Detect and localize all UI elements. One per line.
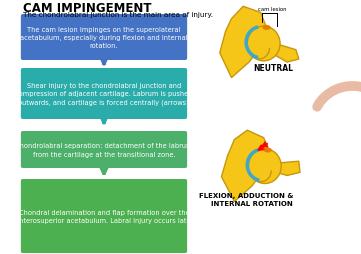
Text: The chondrolabral junction is the main area of injury.: The chondrolabral junction is the main a… [23, 12, 213, 18]
Text: NEUTRAL: NEUTRAL [253, 64, 293, 73]
Polygon shape [274, 44, 299, 63]
Text: Chondral delamination and flap formation over the
anterosuperior acetabulum. Lab: Chondral delamination and flap formation… [15, 209, 193, 223]
Polygon shape [220, 7, 267, 78]
Ellipse shape [262, 26, 271, 31]
Ellipse shape [264, 148, 272, 153]
Text: cam lesion: cam lesion [258, 7, 287, 12]
FancyBboxPatch shape [21, 179, 187, 253]
FancyBboxPatch shape [21, 69, 187, 120]
FancyBboxPatch shape [21, 132, 187, 168]
FancyBboxPatch shape [21, 15, 187, 61]
Circle shape [248, 149, 281, 184]
Text: CAM IMPINGEMENT: CAM IMPINGEMENT [23, 2, 151, 15]
Text: The cam lesion impinges on the superolateral
acetabulum, especially during flexi: The cam lesion impinges on the superolat… [20, 27, 188, 49]
Text: Chondrolabral separation: detachment of the labrum
from the cartilage at the tra: Chondrolabral separation: detachment of … [15, 143, 193, 157]
Polygon shape [277, 162, 300, 176]
Polygon shape [222, 131, 270, 202]
Text: Shear injury to the chondrolabral junction and
compression of adjacent cartilage: Shear injury to the chondrolabral juncti… [15, 83, 193, 106]
Text: FLEXION, ADDUCTION &
INTERNAL ROTATION: FLEXION, ADDUCTION & INTERNAL ROTATION [199, 193, 293, 206]
Circle shape [247, 27, 280, 62]
